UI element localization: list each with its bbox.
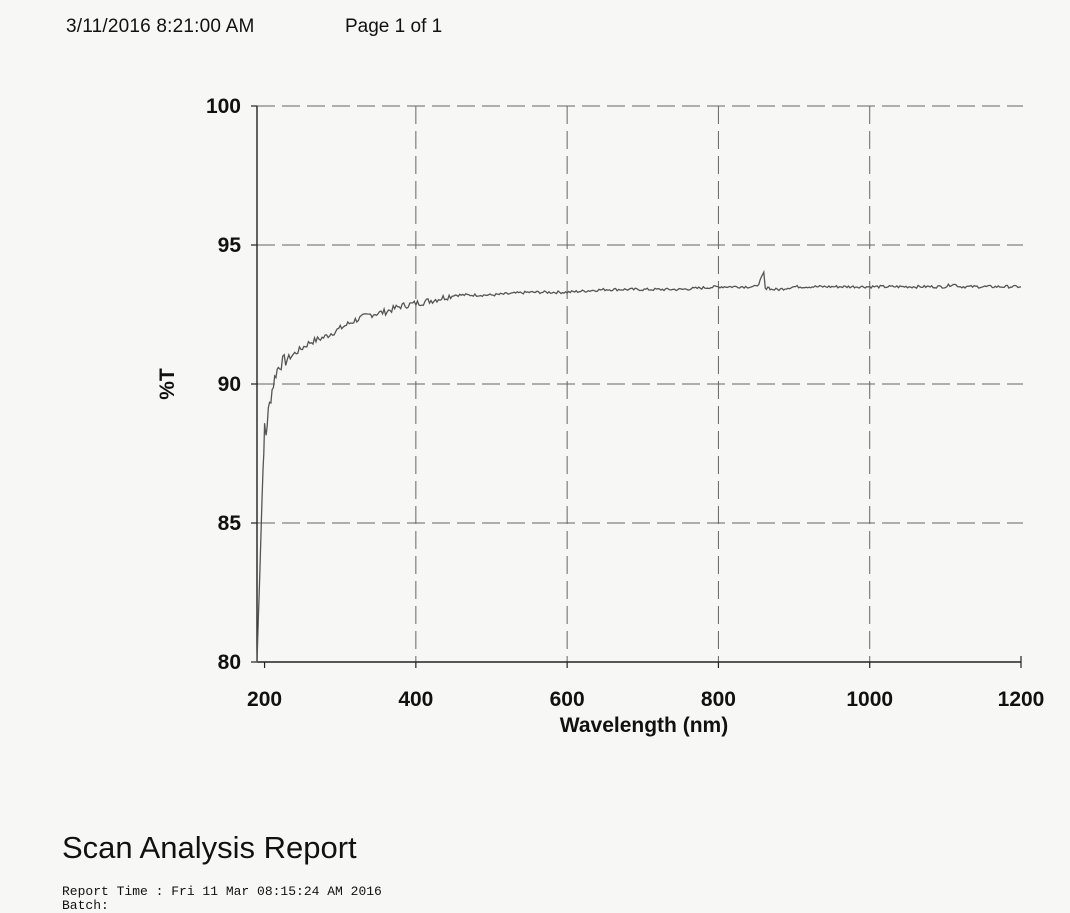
y-tick-label-3: 95: [218, 234, 242, 257]
x-tick-label-4: 1000: [846, 688, 893, 711]
x-tick-label-3: 800: [701, 688, 736, 711]
x-tick-label-2: 600: [550, 688, 585, 711]
y-tick-label-2: 90: [218, 373, 241, 396]
series-line: [256, 269, 1022, 663]
report-title: Scan Analysis Report: [62, 830, 357, 865]
x-axis-title: Wavelength (nm): [560, 714, 728, 737]
y-tick-label-0: 80: [218, 651, 241, 674]
y-tick-label-1: 85: [218, 512, 242, 535]
transmittance-chart: 80 85 90 95 100 200 400 600 800 1000 1200 Waveleng…: [156, 95, 1044, 737]
chart-grid: [257, 105, 1023, 662]
x-tick-label-1: 400: [398, 688, 433, 711]
chart-axes: [251, 105, 1022, 668]
batch-label: Batch:: [62, 898, 109, 913]
chart-ticks: 80 85 90 95 100 200 400 600 800 1000 1200: [206, 95, 1044, 711]
x-tick-label-5: 1200: [998, 688, 1045, 711]
x-tick-label-0: 200: [247, 688, 282, 711]
print-datetime: 3/11/2016 8:21:00 AM: [66, 16, 255, 37]
report-time: Report Time : Fri 11 Mar 08:15:24 AM 201…: [62, 884, 382, 899]
y-axis-title: %T: [156, 368, 179, 400]
page-number: Page 1 of 1: [345, 16, 443, 37]
y-tick-label-4: 100: [206, 95, 241, 118]
